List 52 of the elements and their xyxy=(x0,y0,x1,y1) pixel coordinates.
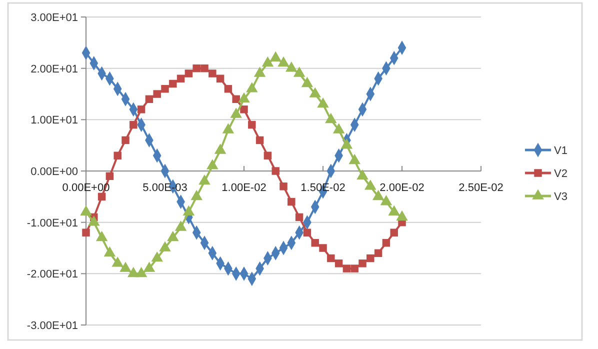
point xyxy=(334,260,343,268)
y-tick-label: 0.00E+00 xyxy=(30,166,78,178)
point xyxy=(208,70,216,78)
point xyxy=(319,244,327,252)
point xyxy=(153,90,161,98)
point xyxy=(358,260,366,268)
point xyxy=(130,120,138,129)
y-tick-label: 3.00E+01 xyxy=(30,12,78,24)
point xyxy=(192,64,200,72)
point xyxy=(311,238,319,247)
point xyxy=(200,64,208,72)
point xyxy=(366,254,374,262)
y-tick-label: 1.00E+01 xyxy=(30,114,78,127)
y-tick-label: -2.00E+01 xyxy=(26,268,78,281)
point xyxy=(184,70,193,78)
point xyxy=(303,228,312,236)
point xyxy=(145,95,154,104)
point xyxy=(216,74,224,82)
point xyxy=(176,74,185,82)
point xyxy=(98,192,106,201)
point xyxy=(350,264,358,272)
point xyxy=(272,167,280,175)
point xyxy=(295,213,304,222)
point xyxy=(382,238,390,247)
point xyxy=(280,182,288,190)
point xyxy=(106,172,114,180)
point xyxy=(161,84,169,93)
point xyxy=(327,254,335,262)
x-tick-label: 1.00E-02 xyxy=(222,182,266,194)
point xyxy=(169,80,177,88)
point xyxy=(342,264,351,272)
legend-label: V1 xyxy=(554,145,568,157)
x-tick-label: 2.50E-02 xyxy=(458,182,504,194)
point xyxy=(232,95,240,104)
point xyxy=(264,152,272,160)
point xyxy=(374,249,382,258)
point xyxy=(256,136,264,144)
point xyxy=(224,84,232,93)
legend-label: V3 xyxy=(554,191,568,203)
legend-label: V2 xyxy=(554,168,568,180)
point xyxy=(114,152,122,160)
x-tick-label: 2.00E-02 xyxy=(380,182,424,194)
point xyxy=(137,106,146,114)
y-tick-label: -1.00E+01 xyxy=(26,217,78,230)
y-tick-label: 2.00E+01 xyxy=(30,63,78,76)
point xyxy=(248,120,256,129)
point xyxy=(82,228,90,236)
y-tick-label: -3.00E+01 xyxy=(26,320,78,332)
point xyxy=(390,228,398,236)
point xyxy=(240,106,248,114)
point xyxy=(122,136,130,144)
point xyxy=(288,198,296,206)
